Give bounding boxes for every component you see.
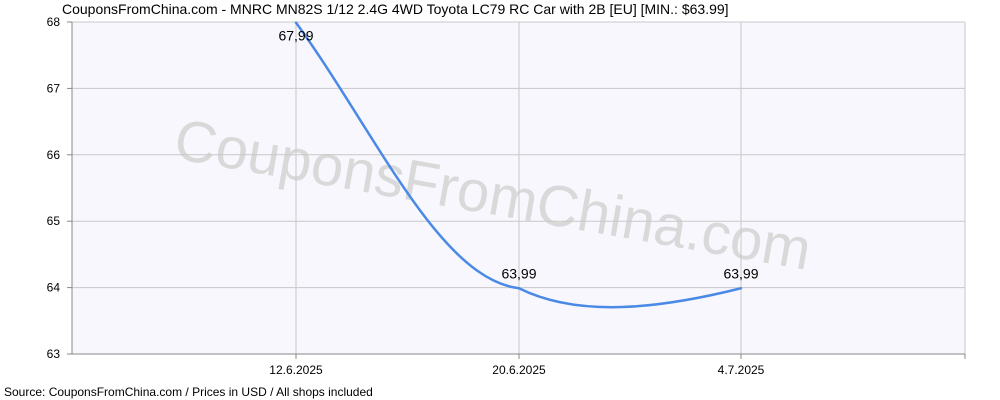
y-tick-label: 64: [47, 281, 61, 295]
y-tick-label: 67: [47, 81, 61, 95]
y-tick-label: 68: [47, 15, 61, 29]
y-tick-label: 66: [47, 148, 61, 162]
footer-source: Source: CouponsFromChina.com / Prices in…: [4, 385, 373, 399]
x-tick-label: 4.7.2025: [718, 363, 765, 377]
chart-title: CouponsFromChina.com - MNRC MN82S 1/12 2…: [62, 1, 729, 17]
x-tick-label: 20.6.2025: [492, 363, 546, 377]
y-tick-label: 65: [47, 214, 61, 228]
data-label: 63,99: [723, 265, 758, 281]
x-tick-label: 12.6.2025: [269, 363, 323, 377]
data-label: 67,99: [278, 28, 313, 44]
price-series-line: [294, 21, 743, 309]
y-tick-label: 63: [47, 347, 61, 361]
data-label: 63,99: [501, 265, 536, 281]
